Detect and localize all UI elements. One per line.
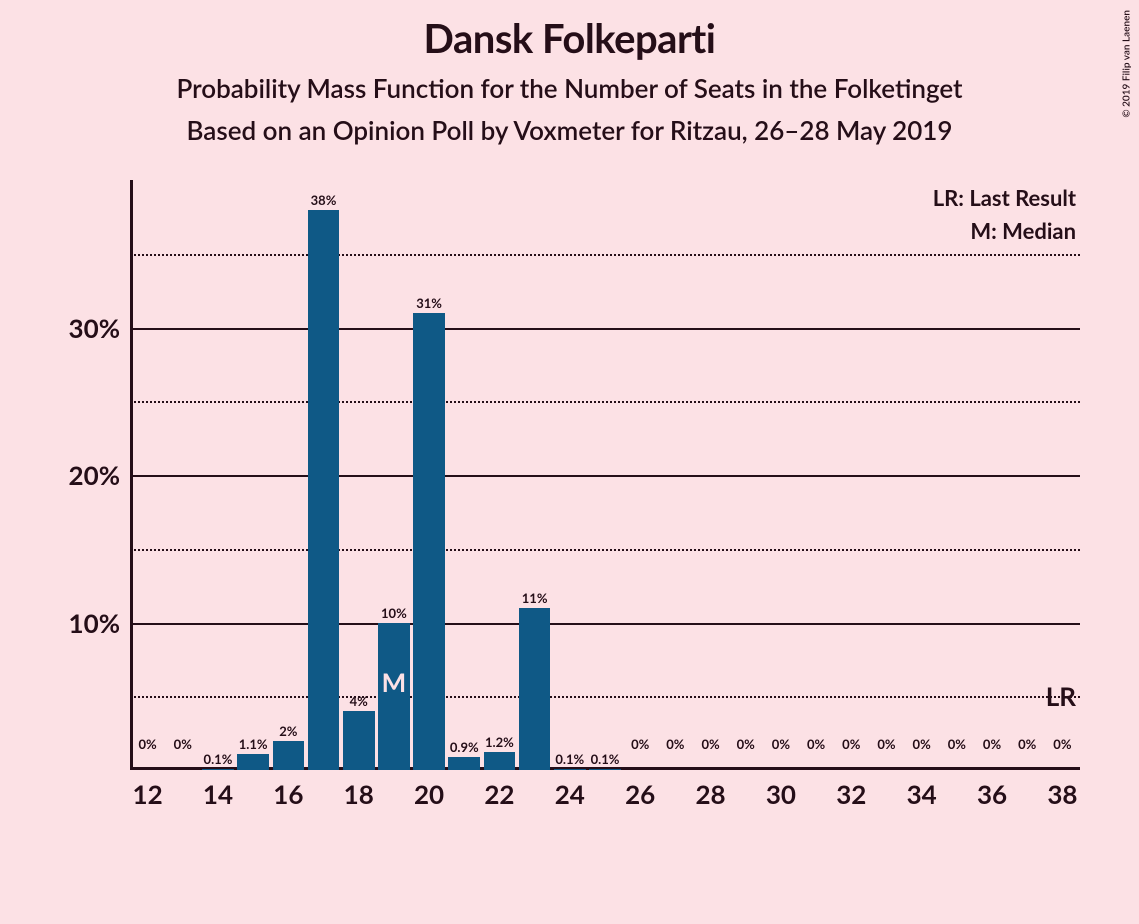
bar: 38% xyxy=(308,210,340,771)
bar-value-label: 0% xyxy=(871,736,903,752)
gridline-major xyxy=(130,328,1080,330)
bar-value-label: 0% xyxy=(765,736,797,752)
gridline-major xyxy=(130,623,1080,625)
bar-value-label: 0% xyxy=(835,736,867,752)
legend: LR: Last Result M: Median xyxy=(933,184,1076,250)
x-tick-label: 30 xyxy=(766,778,796,810)
x-tick-label: 18 xyxy=(344,778,374,810)
bar: 1.2% xyxy=(484,752,516,770)
bar: 1.1% xyxy=(237,754,269,770)
gridline-minor xyxy=(130,696,1080,698)
bar: 11% xyxy=(519,608,551,770)
bar: 31% xyxy=(413,313,445,770)
bar-value-label: 0% xyxy=(906,736,938,752)
median-label: M xyxy=(382,666,407,698)
bar: 2% xyxy=(273,741,305,771)
chart-title: Dansk Folkeparti xyxy=(0,0,1139,62)
x-tick-label: 36 xyxy=(977,778,1007,810)
bar-value-label: 0% xyxy=(800,736,832,752)
bar-value-label: 0% xyxy=(132,736,164,752)
bar-value-label: 0.1% xyxy=(554,751,586,767)
bar-value-label: 0% xyxy=(695,736,727,752)
x-tick-label: 28 xyxy=(695,778,725,810)
chart-subtitle-2: Based on an Opinion Poll by Voxmeter for… xyxy=(0,114,1139,146)
bar-value-label: 0% xyxy=(1011,736,1043,752)
y-tick-label: 10% xyxy=(69,607,120,639)
bar-value-label: 0% xyxy=(624,736,656,752)
x-tick-label: 24 xyxy=(555,778,585,810)
chart-subtitle-1: Probability Mass Function for the Number… xyxy=(0,72,1139,104)
x-tick-label: 16 xyxy=(273,778,303,810)
bar-value-label: 0% xyxy=(976,736,1008,752)
bar: 4% xyxy=(343,711,375,770)
bar-value-label: 0.1% xyxy=(589,751,621,767)
x-tick-label: 34 xyxy=(907,778,937,810)
legend-lr: LR: Last Result xyxy=(933,184,1076,211)
bar-value-label: 0.9% xyxy=(448,739,480,755)
bar-value-label: 1.2% xyxy=(484,734,516,750)
chart-area: 10% 20% 30% LR: Last Result M: Median LR 0%… xyxy=(70,180,1080,820)
copyright-text: © 2019 Filip van Laenen xyxy=(1121,10,1133,118)
bar: 0.9% xyxy=(448,757,480,770)
bar-value-label: 0% xyxy=(167,736,199,752)
bar-value-label: 31% xyxy=(413,295,445,311)
bar-value-label: 0% xyxy=(730,736,762,752)
legend-m: M: Median xyxy=(933,217,1076,244)
x-tick-label: 32 xyxy=(836,778,866,810)
y-tick-label: 20% xyxy=(69,459,120,491)
bar-value-label: 38% xyxy=(308,192,340,208)
x-tick-label: 22 xyxy=(484,778,514,810)
last-result-label: LR xyxy=(1046,680,1076,712)
bar-value-label: 4% xyxy=(343,693,375,709)
x-tick-label: 26 xyxy=(625,778,655,810)
x-tick-label: 14 xyxy=(203,778,233,810)
x-axis: 12 14 16 18 20 22 24 26 28 30 32 34 36 38 xyxy=(130,770,1080,820)
gridline-minor xyxy=(130,401,1080,403)
gridline-minor xyxy=(130,254,1080,256)
bar-value-label: 0% xyxy=(1047,736,1079,752)
bar-value-label: 0% xyxy=(941,736,973,752)
gridline-major xyxy=(130,475,1080,477)
bar-value-label: 2% xyxy=(273,723,305,739)
bar-value-label: 10% xyxy=(378,605,410,621)
y-tick-label: 30% xyxy=(69,312,120,344)
bar-value-label: 0% xyxy=(660,736,692,752)
y-axis: 10% 20% 30% xyxy=(70,180,130,770)
gridline-minor xyxy=(130,549,1080,551)
x-tick-label: 38 xyxy=(1047,778,1077,810)
x-tick-label: 12 xyxy=(132,778,162,810)
bar-value-label: 0.1% xyxy=(202,751,234,767)
x-tick-label: 20 xyxy=(414,778,444,810)
bar-value-label: 11% xyxy=(519,590,551,606)
plot-area: LR: Last Result M: Median LR0%0%0.1%1.1%… xyxy=(130,180,1080,770)
bar-value-label: 1.1% xyxy=(237,736,269,752)
